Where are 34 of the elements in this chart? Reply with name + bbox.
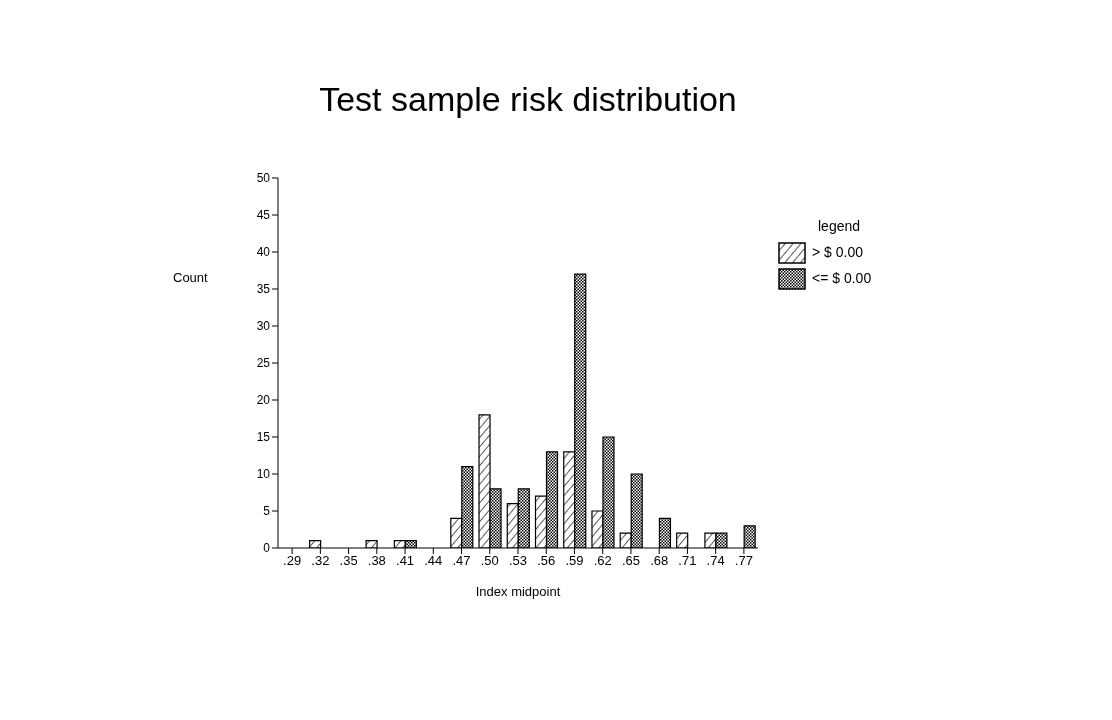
x-tick-label: .62 xyxy=(593,553,612,569)
y-tick-label: 0 xyxy=(263,541,271,556)
x-tick-label: .65 xyxy=(621,553,640,569)
y-tick-label: 10 xyxy=(256,467,271,482)
y-tick-label: 30 xyxy=(256,319,271,334)
legend-title: legend xyxy=(818,218,862,234)
y-tick-label: 15 xyxy=(256,430,271,445)
x-tick-label: .50 xyxy=(480,553,499,569)
x-axis-title: Index midpoint xyxy=(475,584,561,599)
x-tick-label: .71 xyxy=(678,553,697,569)
y-tick-label: 45 xyxy=(256,208,271,223)
legend-label: > $ 0.00 xyxy=(811,242,864,262)
x-tick-label: .35 xyxy=(339,553,358,569)
x-tick-label: .59 xyxy=(565,553,584,569)
x-tick-label: .29 xyxy=(283,553,302,569)
x-tick-label: .38 xyxy=(367,553,386,569)
y-tick-label: 25 xyxy=(256,356,271,371)
x-tick-label: .44 xyxy=(424,553,443,569)
x-tick-label: .41 xyxy=(396,553,415,569)
y-tick-label: 40 xyxy=(256,245,271,260)
chart-title: Test sample risk distribution xyxy=(318,80,738,119)
x-tick-label: .77 xyxy=(734,553,753,569)
y-tick-label: 5 xyxy=(263,504,271,519)
y-tick-label: 20 xyxy=(256,393,271,408)
x-tick-label: .32 xyxy=(311,553,330,569)
y-axis-title: Count xyxy=(173,270,208,285)
x-tick-label: .56 xyxy=(537,553,556,569)
x-tick-label: .47 xyxy=(452,553,471,569)
x-tick-label: .53 xyxy=(508,553,528,569)
y-tick-label: 50 xyxy=(256,171,271,186)
legend-label: <= $ 0.00 xyxy=(811,268,872,288)
x-tick-label: .74 xyxy=(706,553,725,569)
x-tick-label: .68 xyxy=(650,553,669,569)
y-tick-label: 35 xyxy=(256,282,271,297)
